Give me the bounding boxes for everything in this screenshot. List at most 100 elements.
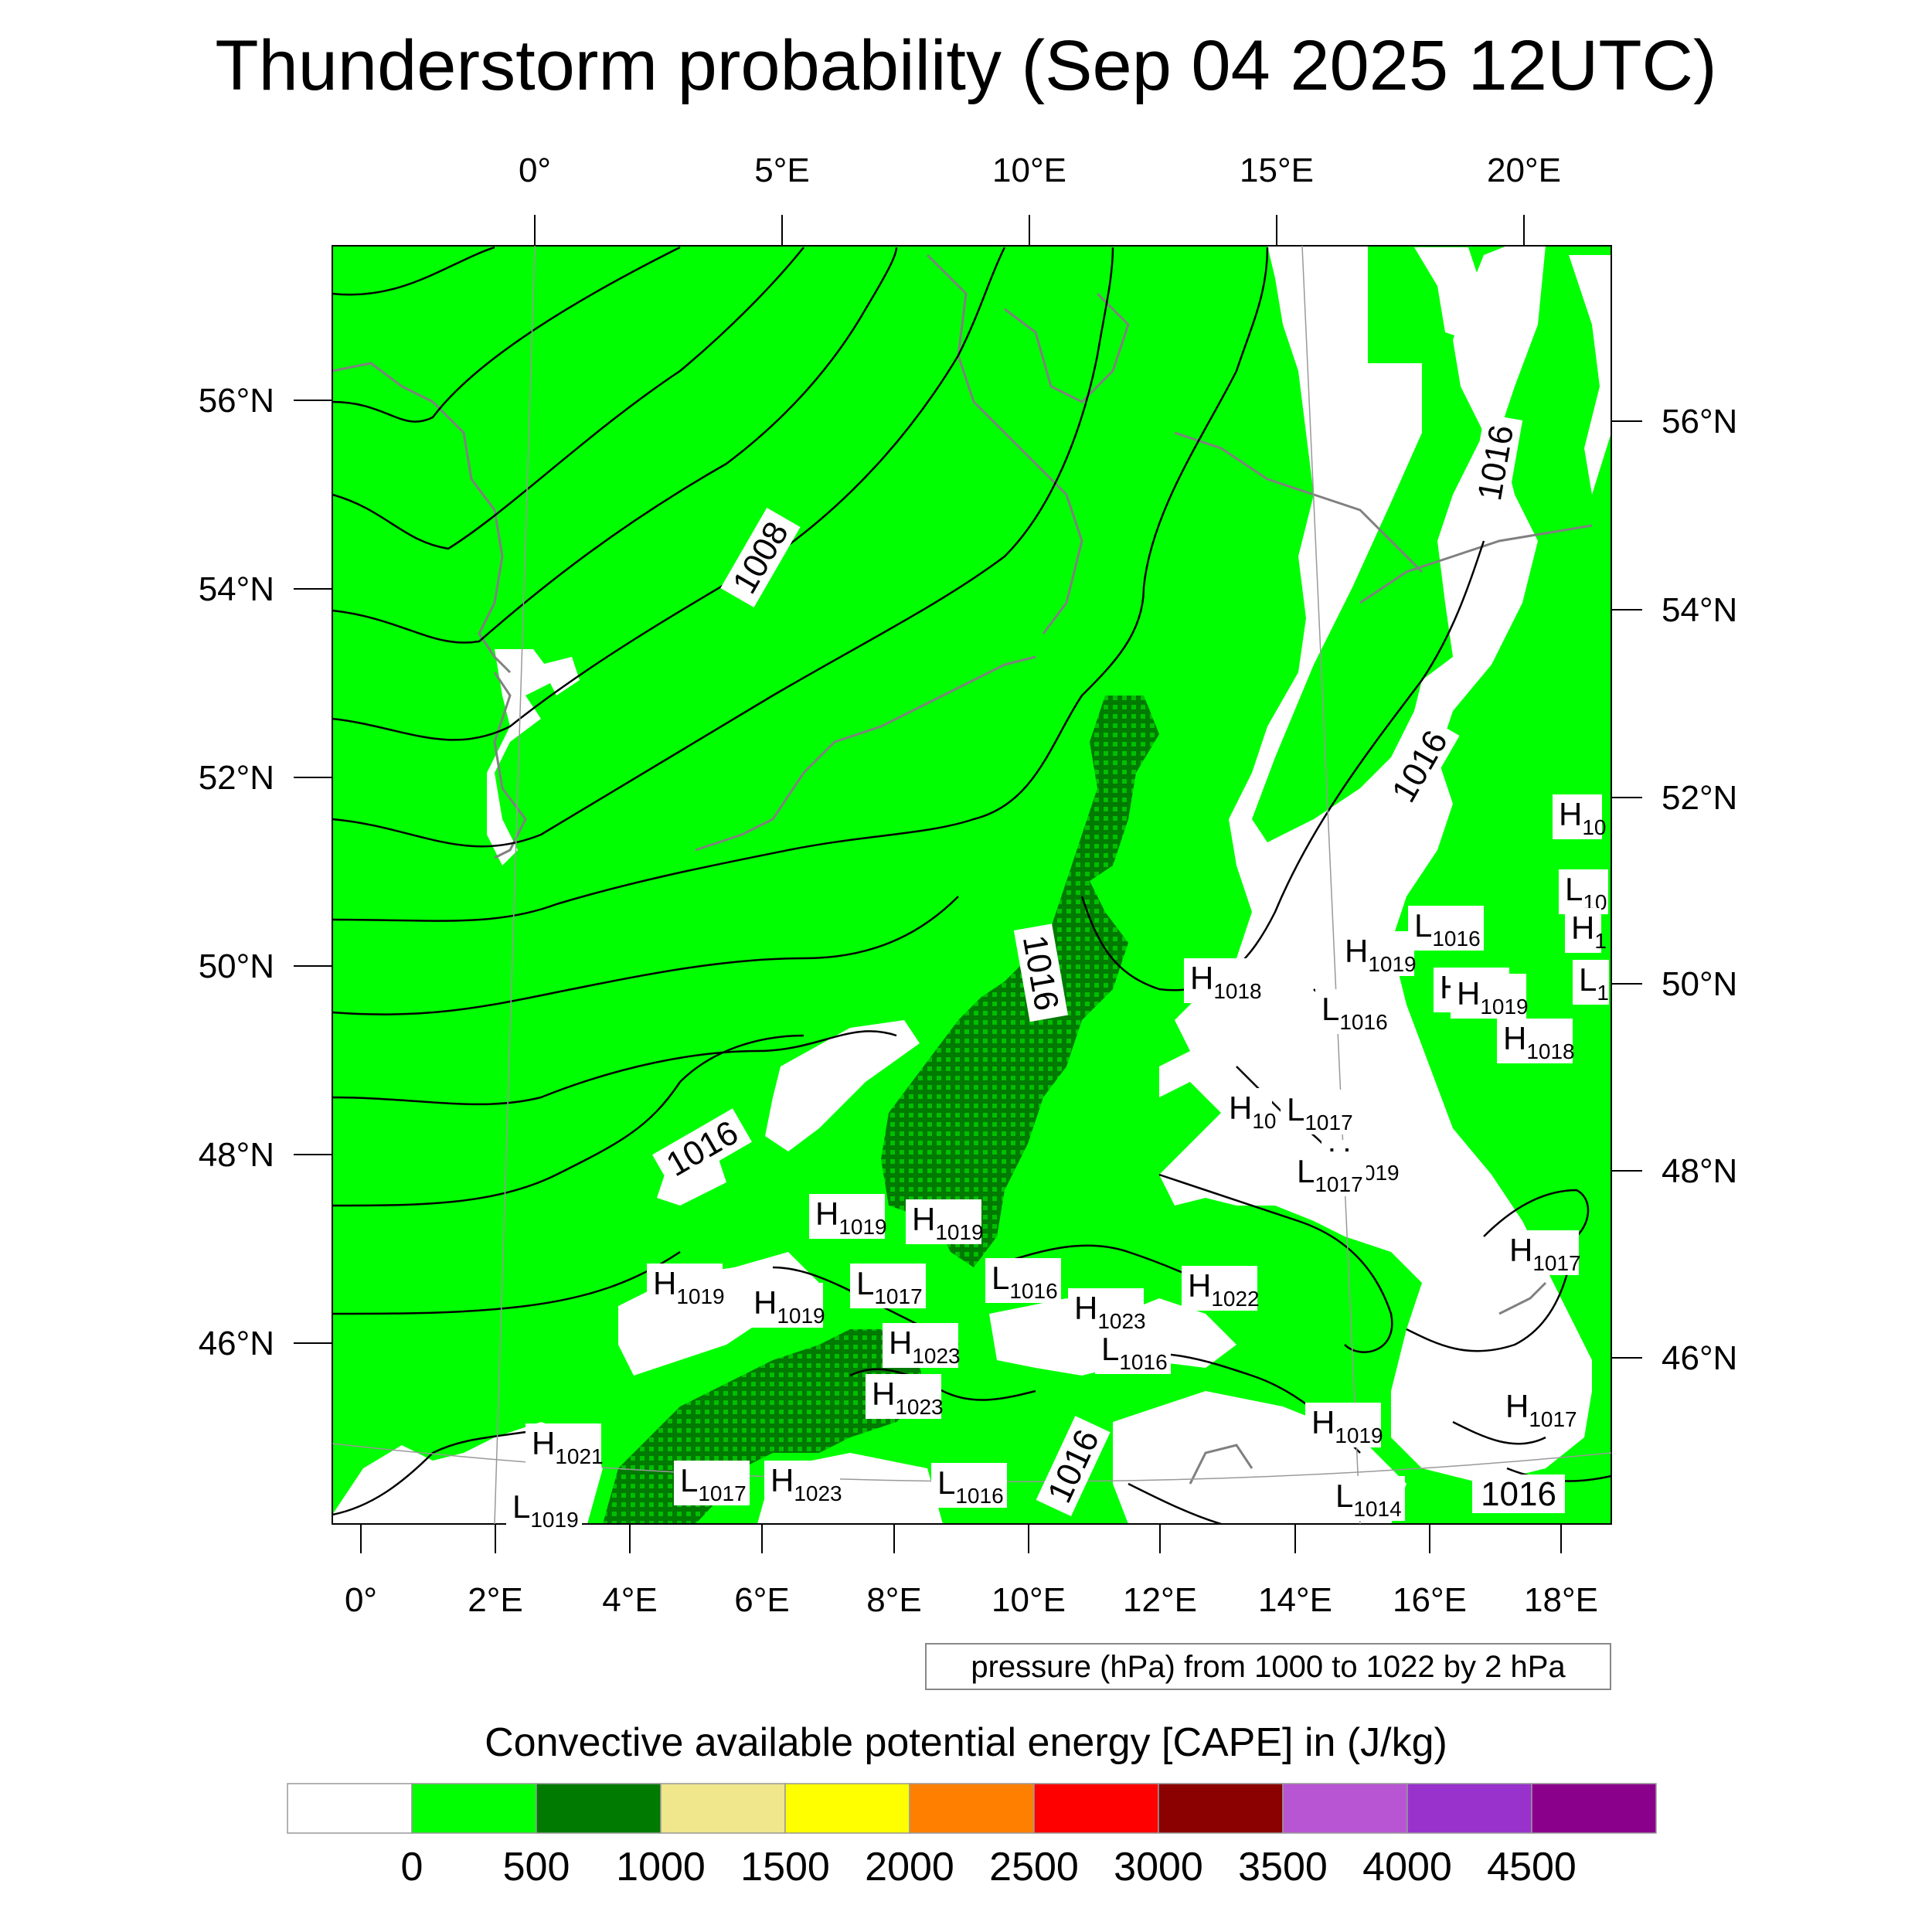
svg-text:H1023: H1023	[1074, 1290, 1146, 1333]
high-pressure-center: H1	[1565, 908, 1607, 953]
colorbar-swatch	[784, 1783, 910, 1834]
colorbar-tick-label: 0	[401, 1845, 423, 1889]
right-lat-label: 56°N	[1662, 403, 1737, 440]
left-lat-label: 48°N	[199, 1136, 274, 1174]
svg-text:H1019: H1019	[815, 1196, 887, 1239]
colorbar-tick-label: 1000	[616, 1845, 706, 1889]
no-cape-patch-uk2	[541, 657, 580, 696]
svg-text:H1019: H1019	[753, 1284, 825, 1328]
high-pressure-center: H1023	[1068, 1288, 1146, 1333]
colorbar-title: Convective available potential energy [C…	[485, 1720, 1447, 1765]
low-pressure-center: L1016	[1315, 989, 1391, 1034]
high-pressure-center: H1019	[1305, 1403, 1383, 1447]
coastlines	[332, 253, 1593, 1485]
bottom-lon-label: 2°E	[468, 1581, 522, 1619]
colorbar-ticks: 0 500 1000 1500 2000 2500 3000 3500 4000 4500	[401, 1845, 1577, 1889]
svg-text:L1016: L1016	[1321, 991, 1388, 1034]
colorbar-tick-label: 2000	[865, 1845, 954, 1889]
svg-text:L1017: L1017	[856, 1265, 923, 1308]
left-lat-label: 56°N	[199, 382, 274, 420]
colorbar-swatch	[1282, 1783, 1408, 1834]
high-pressure-center: H1018	[1184, 958, 1262, 1003]
right-lat-label: 50°N	[1662, 965, 1737, 1003]
isobars	[332, 246, 1611, 1524]
right-lat-label: 48°N	[1662, 1152, 1737, 1190]
low-pressure-center: L1016	[931, 1463, 1007, 1508]
colorbar-swatch	[411, 1783, 537, 1834]
bottom-lon-label: 16°E	[1393, 1581, 1467, 1619]
right-lat-label: 54°N	[1662, 591, 1737, 629]
left-lat-ticks	[294, 400, 332, 1344]
low-pressure-center: L1016	[985, 1258, 1061, 1303]
high-pressure-center: H10	[1223, 1088, 1277, 1133]
colorbar-tick-label: 3000	[1114, 1845, 1203, 1889]
bottom-lon-label: 6°E	[734, 1581, 789, 1619]
svg-text:H1017: H1017	[1509, 1232, 1581, 1275]
colorbar-tick-label: 1500	[740, 1845, 830, 1889]
svg-text:H1019: H1019	[912, 1201, 984, 1244]
svg-text:L1016: L1016	[1414, 907, 1481, 951]
low-pressure-center: L1017	[1281, 1090, 1356, 1134]
colorbar-tick-label: 3500	[1238, 1845, 1328, 1889]
no-cape-patch-uk	[487, 649, 556, 866]
bottom-lon-label: 8°E	[866, 1581, 921, 1619]
left-lat-label: 46°N	[199, 1325, 274, 1362]
svg-text:H1022: H1022	[1188, 1267, 1260, 1311]
svg-text:H1: H1	[1571, 910, 1607, 953]
low-pressure-center: L1019	[506, 1487, 582, 1532]
bottom-lon-label: 14°E	[1258, 1581, 1332, 1619]
colorbar-tick-label: 2500	[989, 1845, 1079, 1889]
high-pressure-center: H1022	[1182, 1266, 1260, 1311]
svg-text:H1018: H1018	[1503, 1020, 1575, 1063]
svg-text:L1017: L1017	[680, 1462, 747, 1505]
bottom-lon-labels: 0° 2°E 4°E 6°E 8°E 10°E 12°E 14°E 16°E 1…	[345, 1581, 1598, 1619]
bottom-lon-label: 10°E	[992, 1581, 1066, 1619]
high-pressure-center: H1019	[647, 1264, 725, 1308]
right-lat-label: 52°N	[1662, 779, 1737, 817]
top-lon-label: 0°	[519, 151, 551, 189]
no-cape-patch-france1	[765, 1020, 920, 1151]
low-pressure-center: L1017	[850, 1264, 926, 1308]
figure-title: Thunderstorm probability (Sep 04 2025 12…	[215, 26, 1717, 105]
svg-text:L1019: L1019	[512, 1488, 579, 1532]
high-pressure-center: H1019	[906, 1199, 984, 1244]
svg-text:L1017: L1017	[1297, 1153, 1363, 1196]
top-lon-label: 10°E	[992, 151, 1066, 189]
right-lat-ticks	[1611, 420, 1642, 1359]
top-lon-labels: 0° 5°E 10°E 15°E 20°E	[519, 151, 1561, 189]
high-pressure-center: H1019	[1338, 931, 1417, 976]
left-lat-labels: 56°N 54°N 52°N 50°N 48°N 46°N	[199, 382, 274, 1362]
cape-500-1000-band	[881, 696, 1159, 1267]
svg-text:L1014: L1014	[1335, 1478, 1402, 1521]
right-lat-label: 46°N	[1662, 1339, 1737, 1377]
right-lat-labels: 56°N 54°N 52°N 50°N 48°N 46°N	[1662, 403, 1737, 1377]
svg-text:H1023: H1023	[770, 1462, 842, 1505]
left-lat-label: 50°N	[199, 947, 274, 985]
colorbar-swatch	[536, 1783, 662, 1834]
high-pressure-center: H1019	[1451, 974, 1529, 1019]
svg-text:H10: H10	[1559, 796, 1607, 839]
isobar-label: 1016	[1481, 1475, 1556, 1513]
low-pressure-center: L1017	[674, 1461, 750, 1505]
high-pressure-center: H1019	[809, 1194, 887, 1239]
svg-text:H1017: H1017	[1505, 1388, 1577, 1431]
high-pressure-center: H10	[1553, 794, 1607, 839]
svg-text:H1021: H1021	[532, 1425, 604, 1468]
low-pressure-center: L1014	[1329, 1476, 1405, 1521]
svg-text:H1019: H1019	[1345, 933, 1417, 976]
high-pressure-center: H1018	[1497, 1019, 1575, 1063]
colorbar	[287, 1783, 1657, 1834]
colorbar-swatch	[909, 1783, 1035, 1834]
top-lon-ticks	[534, 215, 1525, 246]
no-cape-patch-france2	[657, 1159, 726, 1206]
svg-text:H10: H10	[1229, 1090, 1277, 1133]
high-pressure-center: H1023	[866, 1374, 944, 1419]
contour-info-box: pressure (hPa) from 1000 to 1022 by 2 hP…	[925, 1643, 1611, 1690]
svg-text:L1: L1	[1579, 961, 1609, 1005]
svg-text:H1019: H1019	[653, 1265, 725, 1308]
bottom-lon-label: 4°E	[602, 1581, 657, 1619]
colorbar-tick-label: 4500	[1487, 1845, 1577, 1889]
colorbar-swatch	[1406, 1783, 1532, 1834]
low-pressure-center: L1016	[1095, 1329, 1171, 1374]
